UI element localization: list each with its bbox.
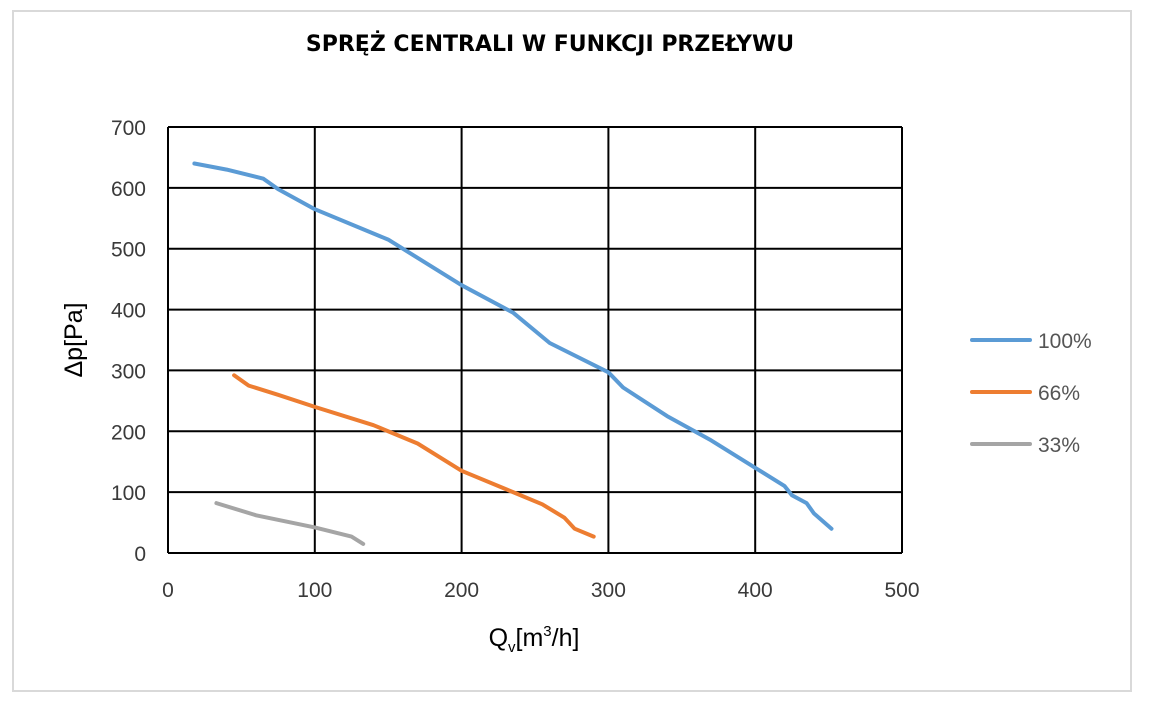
y-tick-label: 300 xyxy=(111,360,146,383)
grid-lines xyxy=(167,126,903,554)
y-tick-label: 600 xyxy=(111,178,146,201)
series-line-33-percent xyxy=(214,501,366,546)
legend: 100% 66% 33% xyxy=(970,330,1092,457)
x-tick-label: 0 xyxy=(162,579,174,602)
chart-title: SPRĘŻ CENTRALI W FUNKCJI PRZEŁYWU xyxy=(305,32,795,57)
chart-frame xyxy=(12,10,1132,692)
y-tick-label: 700 xyxy=(111,117,146,140)
x-tick-label: 300 xyxy=(591,579,626,602)
legend-label: 66% xyxy=(1038,382,1080,405)
x-axis-label: Qv[m3/h] xyxy=(489,623,580,656)
y-tick-label: 200 xyxy=(111,421,146,444)
y-tick-label: 100 xyxy=(111,482,146,505)
x-tick-label: 400 xyxy=(738,579,773,602)
legend-label: 33% xyxy=(1038,434,1080,457)
legend-label: 100% xyxy=(1038,330,1092,353)
series-lines xyxy=(192,161,834,546)
series-line-100-percent xyxy=(192,161,834,531)
y-tick-label: 400 xyxy=(111,300,146,323)
y-tick-label: 0 xyxy=(134,543,146,566)
tick-labels: 0 100 200 300 400 500 600 700 0 100 200 300 400 500 xyxy=(111,117,920,602)
x-tick-label: 200 xyxy=(444,579,479,602)
y-axis-label: Δp[Pa] xyxy=(60,302,88,377)
x-tick-label: 100 xyxy=(297,579,332,602)
series-line-66-percent xyxy=(232,373,596,539)
x-tick-label: 500 xyxy=(884,579,919,602)
y-tick-label: 500 xyxy=(111,239,146,262)
